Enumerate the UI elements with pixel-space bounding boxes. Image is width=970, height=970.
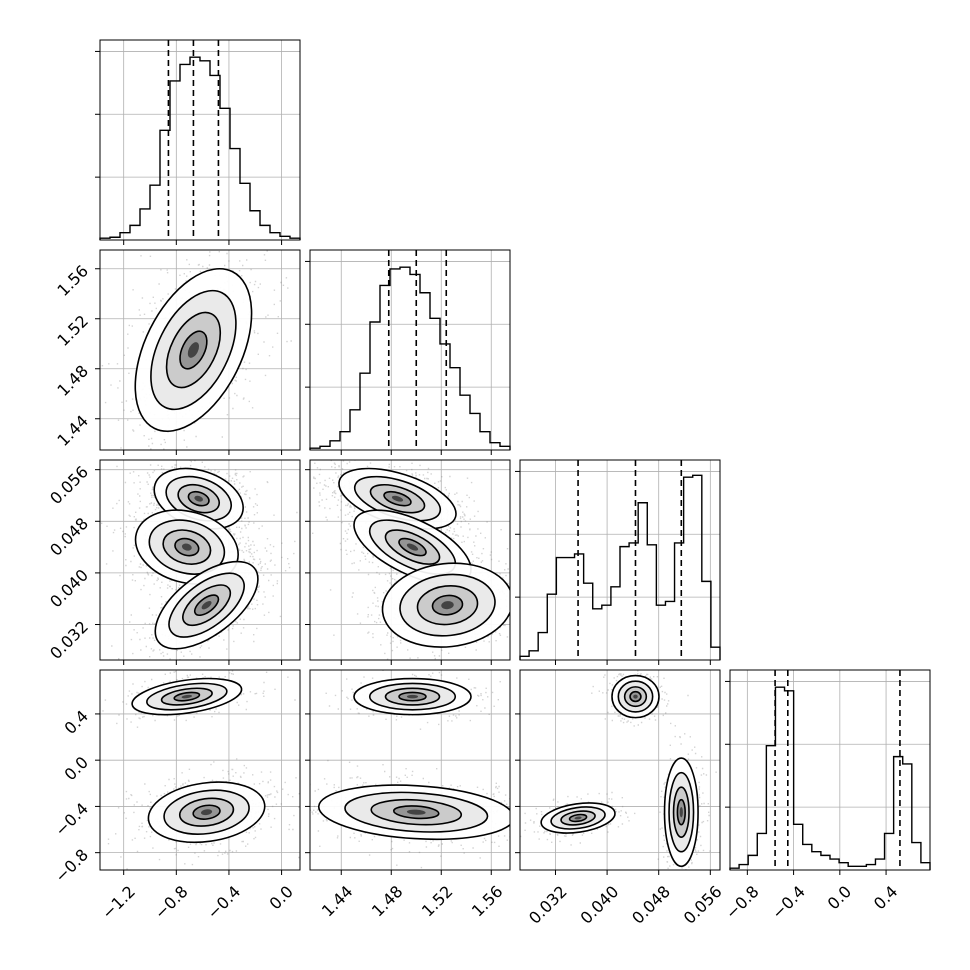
density-contour [633,694,638,699]
y-tick-label: 0.056 [46,462,92,508]
scatter-panel-2-1 [95,249,301,455]
density-contour [406,694,419,699]
x-tick-label: 0.040 [577,882,623,928]
x-tick-label: 0.032 [525,882,571,928]
scatter-panel-3-2 [305,459,511,665]
panel-content [310,670,510,869]
y-tick-label: −0.4 [51,799,92,840]
x-tick-label: 0.048 [628,882,674,928]
scatter-panel-4-3 [515,669,721,875]
density-contour [194,495,203,502]
x-tick-label: −1.2 [98,882,139,923]
density-contour [391,495,404,502]
density-contour [187,342,200,358]
density-contour [201,600,212,610]
x-tick-label: 1.44 [318,882,357,921]
panel-content [101,250,292,450]
histogram-panel-3 [515,459,721,665]
panel-background [310,250,510,450]
density-contour [181,694,193,699]
panel-frame [519,669,721,871]
panel-frame [99,669,301,871]
histogram-panel-2 [305,249,511,455]
histogram-step-line [729,686,931,870]
panel-background [730,670,930,870]
density-contour [574,816,582,820]
y-tick-label: 0.0 [61,753,92,784]
panel-frame [99,39,301,241]
y-tick-label: 0.032 [46,617,92,663]
panel-frame [309,669,511,871]
density-contour [406,543,419,551]
x-tick-label: 0.056 [680,882,726,928]
panel-content [520,670,717,870]
histogram-step-line [99,56,301,240]
scatter-panel-4-2 [305,669,511,875]
x-tick-label: −0.4 [768,882,809,923]
scatter-panel-3-1 [95,459,301,665]
x-tick-label: 1.56 [468,882,507,921]
panel-background [100,40,300,240]
x-tick-label: −0.8 [151,882,192,923]
histogram-panel-1 [95,39,301,245]
panel-frame [309,249,511,451]
histogram-step-line [519,474,721,660]
y-tick-label: 0.040 [46,565,92,611]
density-contour [181,543,192,551]
panel-content [101,460,300,660]
x-tick-label: −0.8 [722,882,763,923]
panel-frame [519,459,721,661]
panel-frame [99,249,301,451]
x-tick-label: 0.0 [265,882,296,913]
histogram-step-line [309,266,511,450]
density-contour [441,601,454,610]
x-tick-label: 0.4 [870,882,901,913]
y-tick-label: 1.48 [53,361,92,400]
density-contour [679,806,683,818]
panel-content [102,670,300,870]
y-tick-label: 1.52 [53,311,92,350]
panel-frame [729,669,931,871]
x-tick-label: 1.52 [418,882,457,921]
y-tick-label: 0.048 [46,514,92,560]
histogram-panel-4 [725,669,931,875]
panel-content [312,460,510,660]
x-tick-label: −0.4 [203,882,244,923]
x-tick-label: 0.0 [824,882,855,913]
scatter-panel-4-1 [95,669,301,875]
y-tick-label: 1.44 [53,411,92,450]
y-tick-label: 0.4 [61,707,92,738]
x-tick-label: 1.48 [368,882,407,921]
density-contour [406,809,426,815]
panel-frame [99,459,301,661]
y-tick-label: −0.8 [51,845,92,886]
density-contour [200,809,213,816]
y-tick-label: 1.56 [53,261,92,300]
panel-frame [309,459,511,661]
